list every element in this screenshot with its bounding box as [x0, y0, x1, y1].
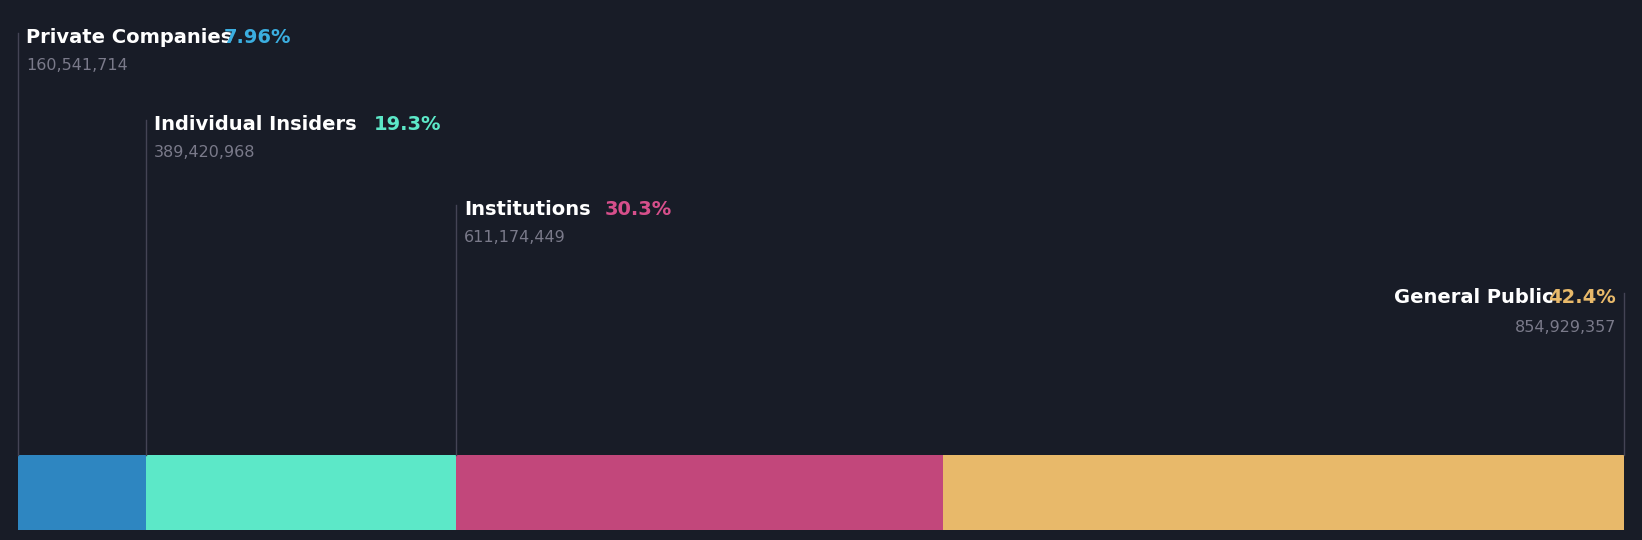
- Bar: [146, 455, 456, 530]
- Text: Institutions: Institutions: [465, 200, 591, 219]
- Text: General Public: General Public: [1394, 288, 1553, 307]
- Text: 19.3%: 19.3%: [374, 115, 442, 134]
- Bar: [18, 455, 146, 530]
- Text: Private Companies: Private Companies: [26, 28, 232, 47]
- Text: 42.4%: 42.4%: [1548, 288, 1616, 307]
- Bar: [943, 455, 1624, 530]
- Text: 7.96%: 7.96%: [223, 28, 291, 47]
- Text: 611,174,449: 611,174,449: [465, 230, 566, 245]
- Text: 854,929,357: 854,929,357: [1514, 320, 1616, 335]
- Text: 389,420,968: 389,420,968: [154, 145, 256, 160]
- Text: 160,541,714: 160,541,714: [26, 58, 128, 73]
- Text: 30.3%: 30.3%: [604, 200, 672, 219]
- Text: Individual Insiders: Individual Insiders: [154, 115, 356, 134]
- Bar: [456, 455, 943, 530]
